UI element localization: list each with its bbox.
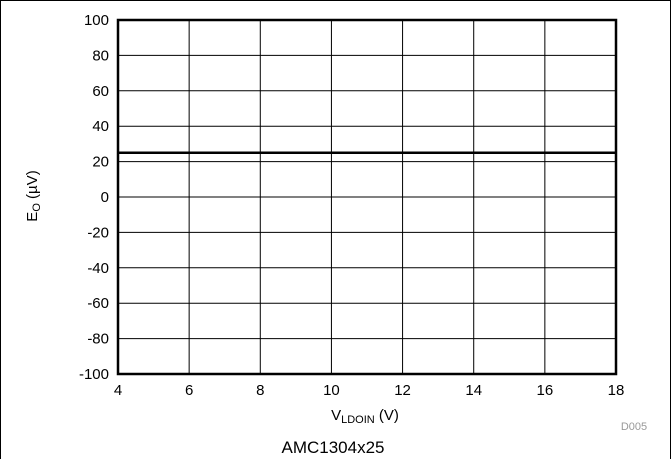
y-tick-label: 0 [101,189,109,206]
y-tick-label: 40 [92,118,109,135]
y-tick-label: -60 [87,295,109,312]
y-tick-label: 20 [92,154,109,171]
y-tick-label: 100 [84,12,109,29]
y-axis-label-sub: O [31,203,43,212]
chart-caption: AMC1304x25 [281,438,384,457]
x-axis-label-unit: (V) [375,407,399,424]
x-tick-label: 6 [185,382,193,399]
x-tick-labels: 4 6 8 10 12 14 16 18 [114,382,625,399]
y-tick-label: 80 [92,47,109,64]
y-tick-labels: 100 80 60 40 20 0 -20 -40 -60 -80 -100 [79,12,109,383]
y-tick-label: -40 [87,260,109,277]
x-tick-label: 8 [256,382,264,399]
x-tick-label: 14 [465,382,482,399]
x-axis-label-main: V [331,407,341,424]
y-axis-label-unit: (µV) [24,170,41,203]
x-axis-label: VLDOIN (V) [331,407,399,426]
x-tick-label: 12 [394,382,411,399]
y-axis-label-main: E [24,212,41,222]
x-tick-label: 4 [114,382,122,399]
x-axis-label-sub: LDOIN [341,414,375,426]
grid-lines [118,20,616,374]
y-axis-label: EO (µV) [24,170,43,221]
y-tick-label: -80 [87,331,109,348]
x-tick-label: 18 [608,382,625,399]
y-tick-label: 60 [92,83,109,100]
plot-border [116,18,618,376]
x-tick-label: 10 [323,382,340,399]
figure-id: D005 [621,421,647,433]
x-tick-label: 16 [537,382,554,399]
y-tick-label: -100 [79,366,109,383]
y-tick-label: -20 [87,224,109,241]
